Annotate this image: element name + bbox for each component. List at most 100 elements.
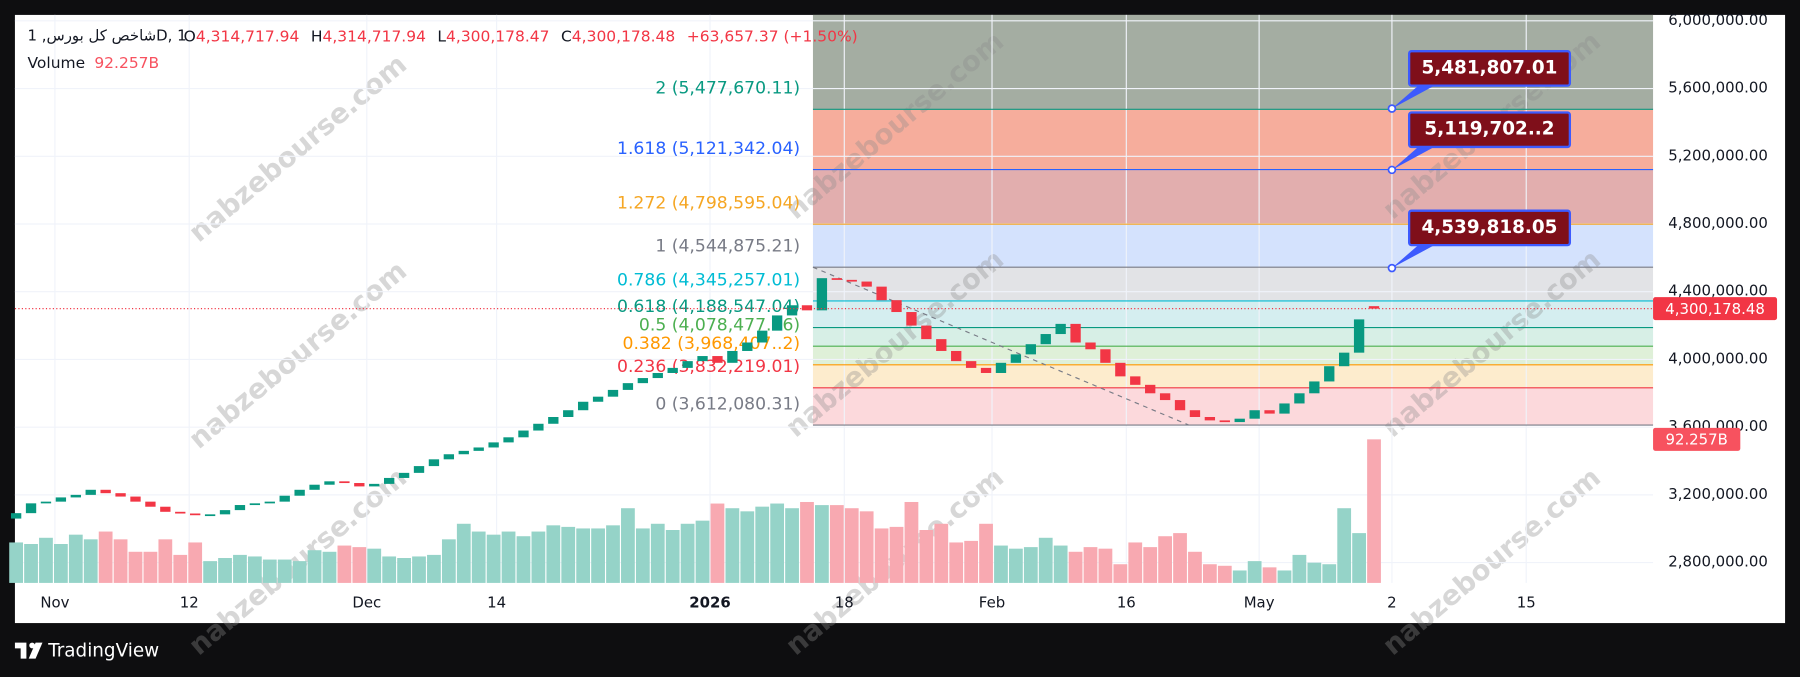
volume-bar	[158, 539, 173, 583]
volume-bar	[576, 528, 591, 583]
volume-bar	[1262, 567, 1277, 583]
candle-body	[458, 450, 469, 455]
candle-body	[846, 279, 857, 282]
volume-bar	[546, 525, 561, 583]
volume-title: Volume	[28, 54, 86, 72]
volume-bar	[621, 508, 635, 583]
volume-bar	[770, 503, 785, 583]
ohlc-key: H	[311, 27, 323, 45]
y-tick-label: 5,200,000.00	[1668, 146, 1768, 164]
candle-body	[70, 494, 81, 498]
volume-bar	[322, 551, 337, 583]
candle-body	[906, 312, 917, 326]
candle-body	[876, 286, 887, 301]
candle-body	[1324, 366, 1335, 382]
volume-bar	[859, 511, 874, 583]
candle-body	[548, 416, 559, 424]
symbol-title: شاخص کل بورس, 1D, 1	[28, 27, 187, 45]
ohlc-legend: O4,314,717.94 H4,314,717.94 L4,300,178.47 C…	[184, 27, 858, 45]
brand-name[interactable]: TradingView	[47, 641, 159, 662]
candle-body	[160, 506, 171, 512]
fib-band	[812, 364, 1654, 388]
volume-bar	[1128, 542, 1143, 583]
x-tick-label: 16	[1117, 594, 1136, 612]
volume-bar	[24, 544, 38, 583]
candle-body	[369, 483, 380, 487]
volume-bar	[143, 551, 158, 583]
volume-bar	[1038, 537, 1053, 583]
volume-bar	[1337, 508, 1352, 583]
volume-bar	[382, 556, 397, 583]
callout-box	[1407, 50, 1572, 87]
price-tag-label: 4,300,178.48	[1665, 300, 1765, 318]
fib-band	[812, 300, 1654, 328]
candle-body	[115, 493, 126, 497]
candle-body	[1040, 334, 1051, 345]
candle-body	[443, 454, 455, 460]
volume-bar	[1202, 564, 1217, 583]
fib-label: 1 (4,544,875.21)	[655, 237, 800, 257]
candle-body	[1115, 362, 1126, 377]
x-tick-label: Dec	[352, 594, 381, 612]
volume-bar	[531, 531, 546, 583]
volume-bar	[949, 542, 964, 583]
candle-body	[1309, 381, 1320, 394]
ohlc-value: 4,314,717.94	[322, 27, 425, 45]
candle-body	[1189, 410, 1201, 417]
candle-body	[190, 513, 201, 516]
callout-box	[1407, 209, 1572, 247]
volume-bar	[218, 558, 232, 583]
volume-bar	[695, 520, 710, 583]
brand-logo[interactable]: TradingView	[14, 641, 159, 662]
volume-bar	[427, 554, 441, 583]
volume-bar	[680, 523, 695, 583]
volume-bar	[1292, 554, 1307, 583]
candle-body	[40, 501, 52, 504]
candle-body	[1264, 410, 1275, 414]
logo-part	[14, 642, 27, 659]
volume-bar	[113, 539, 128, 583]
y-tick-label: 4,800,000.00	[1668, 214, 1768, 232]
logo-part	[28, 642, 43, 659]
fib-label: 1.618 (5,121,342.04)	[617, 139, 800, 159]
volume-bar	[1217, 565, 1232, 583]
volume-bar	[1277, 570, 1292, 583]
volume-value: 92.257B	[94, 54, 159, 72]
volume-bar	[292, 561, 307, 583]
candle-body	[607, 389, 619, 397]
ohlc-value: 4,314,717.94	[196, 27, 299, 45]
fib-label: 0.236 (3,832,219.01)	[617, 357, 800, 377]
fib-band	[812, 267, 1654, 301]
ohlc-value: 4,300,178.48	[572, 27, 675, 45]
volume-bar	[9, 542, 24, 583]
volume-bar	[203, 561, 217, 583]
candle-body	[384, 477, 395, 484]
candle-body	[1294, 393, 1305, 404]
volume-bar	[755, 506, 770, 583]
volume-bar	[128, 551, 143, 583]
volume-bar	[1053, 545, 1068, 583]
y-tick-label: 4,000,000.00	[1668, 349, 1768, 367]
candle-body	[130, 496, 141, 502]
candle-body	[1219, 420, 1230, 423]
volume-bar	[785, 508, 799, 583]
volume-bar	[53, 544, 68, 583]
candle-body	[25, 503, 37, 514]
candle-body	[592, 396, 604, 402]
volume-bar	[829, 505, 844, 583]
volume-bar	[188, 542, 203, 583]
candle-body	[622, 383, 634, 390]
candle-body	[1100, 349, 1111, 363]
candle-body	[175, 511, 186, 514]
candle-body	[294, 489, 305, 496]
candle-body	[786, 305, 798, 316]
y-tick-label: 2,800,000.00	[1668, 553, 1768, 571]
x-tick-label: 2026	[689, 594, 731, 612]
candle-body	[55, 497, 67, 502]
volume-tag	[1653, 427, 1741, 451]
callout-pointer	[1391, 146, 1435, 170]
volume-bar	[1188, 551, 1202, 583]
volume-bar	[39, 537, 53, 583]
fib-label: 0.382 (3,968,407..2)	[623, 334, 801, 354]
volume-bar	[635, 528, 650, 583]
